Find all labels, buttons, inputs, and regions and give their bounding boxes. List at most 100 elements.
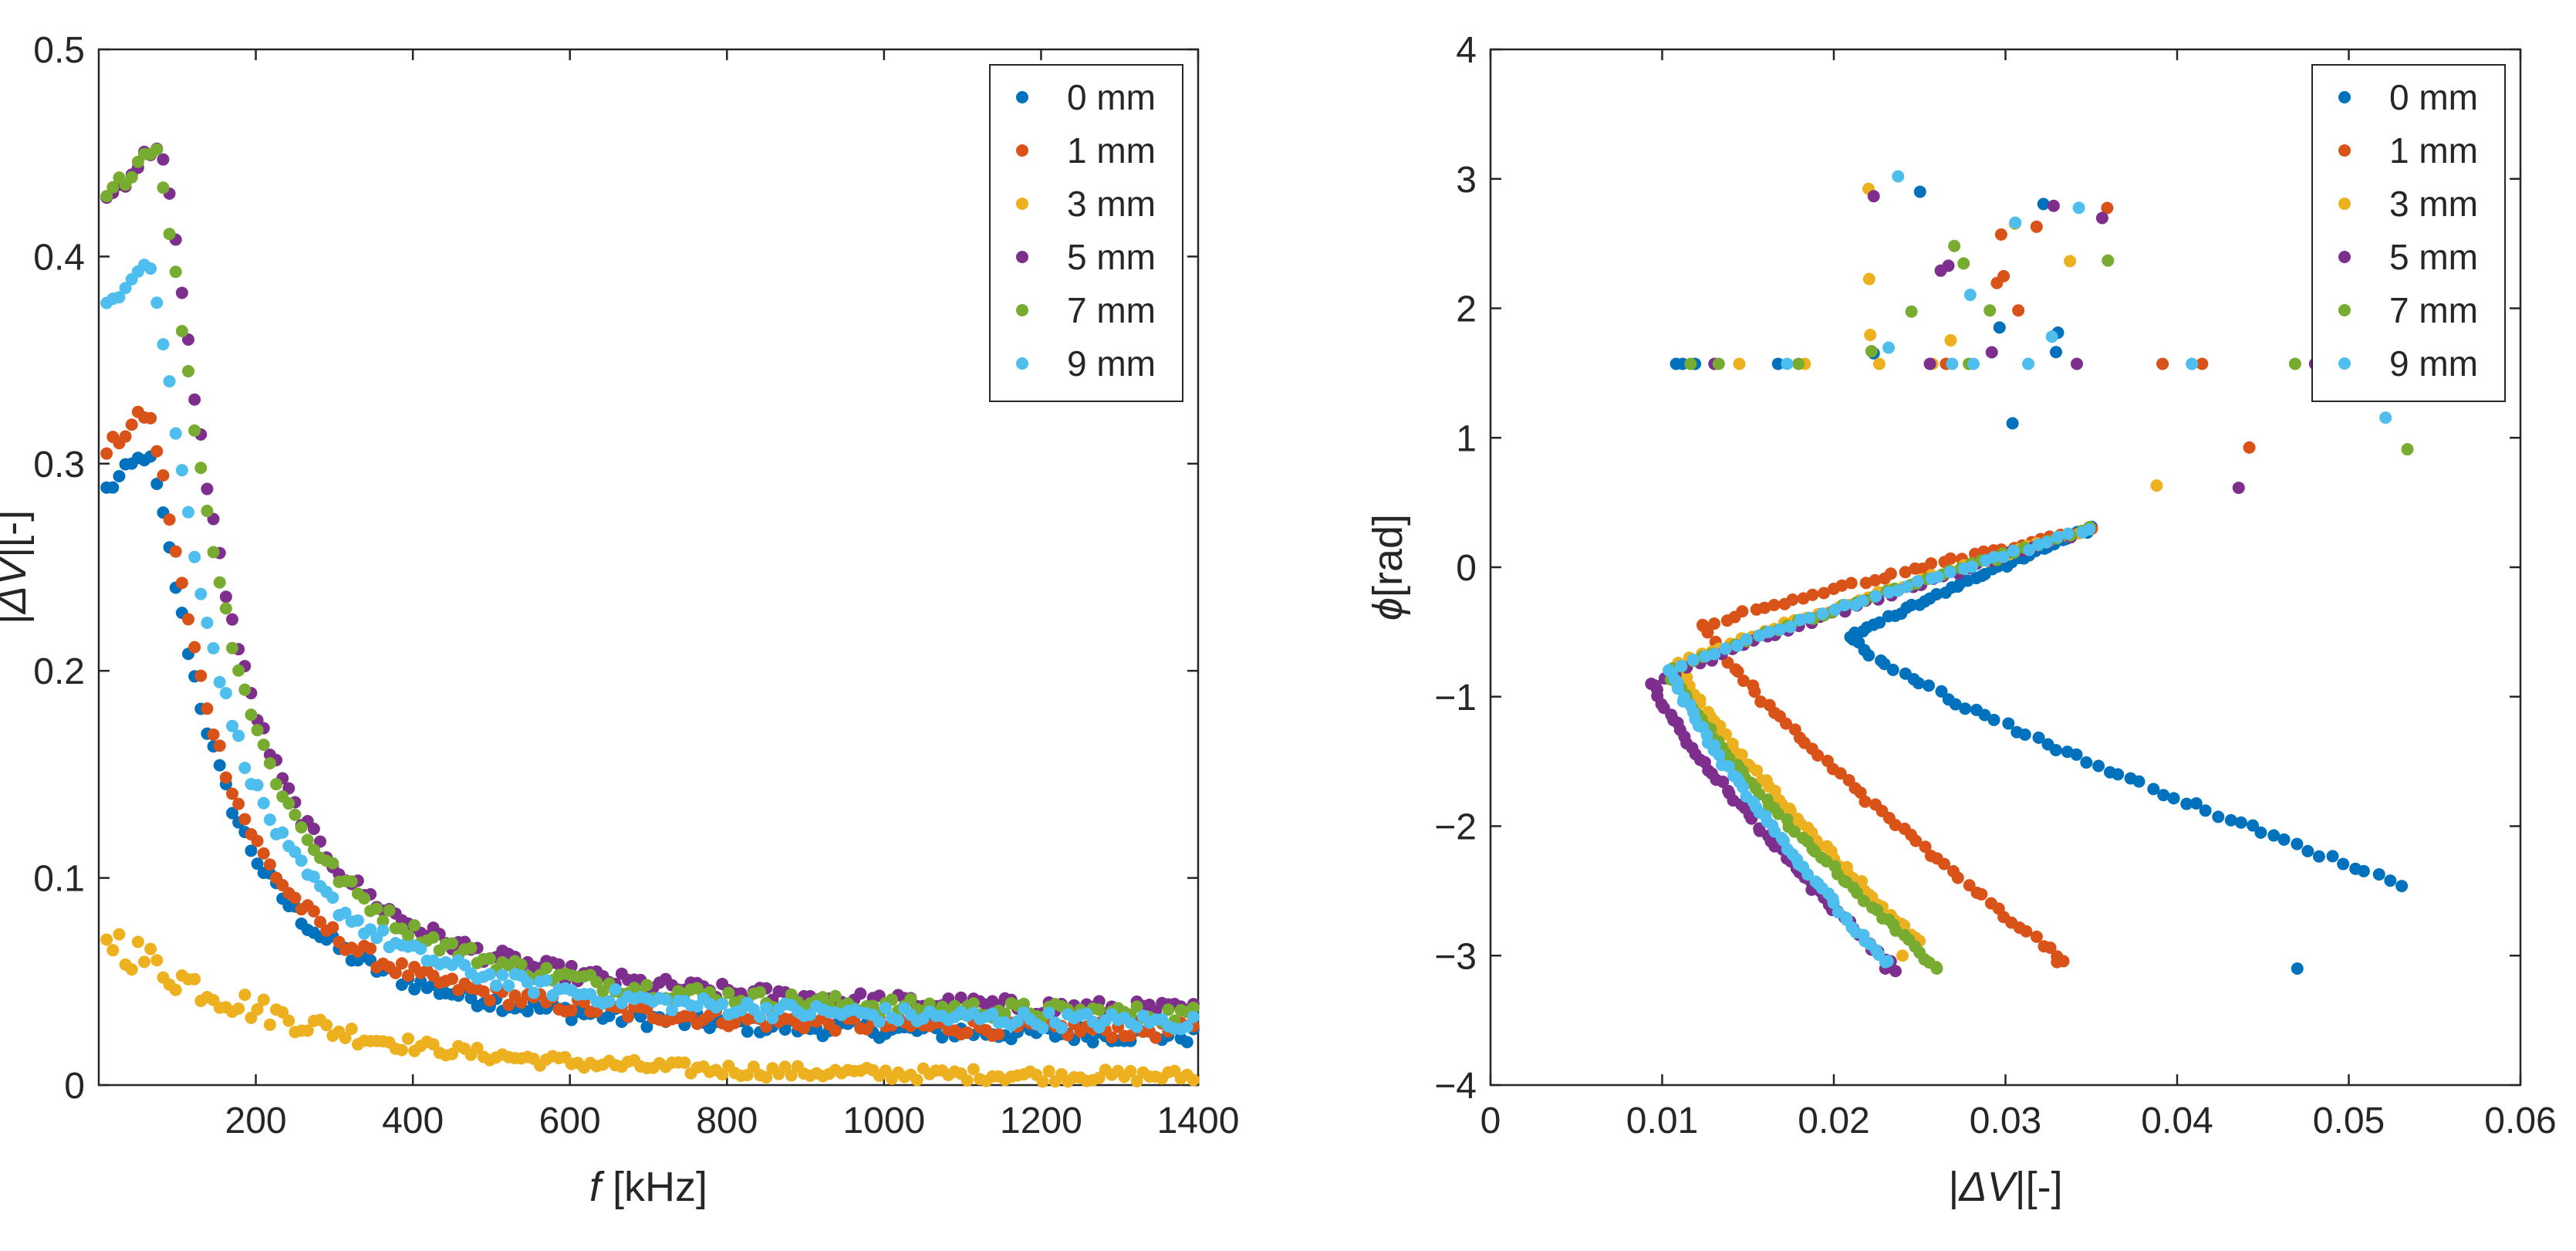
legend-label: 5 mm	[2389, 237, 2478, 277]
point-1-mm	[402, 969, 415, 982]
legend-marker	[1016, 357, 1028, 370]
point-1-mm	[1701, 626, 1714, 639]
y-axis-title: ϕ[rad]	[1365, 514, 1411, 620]
point-7-mm	[213, 576, 226, 589]
point-9-mm	[2009, 216, 2022, 229]
x-axis-title: f [kHz]	[589, 1164, 707, 1210]
x-tick-label: 1000	[842, 1101, 925, 1141]
point-5-mm	[552, 958, 566, 971]
point-9-mm	[1180, 1020, 1193, 1033]
point-3-mm	[144, 942, 157, 955]
point-9-mm	[163, 375, 176, 388]
y-tick-label: 0.3	[33, 445, 85, 485]
legend-marker	[2338, 198, 2351, 210]
point-7-mm	[282, 797, 295, 810]
point-7-mm	[904, 992, 917, 1006]
point-7-mm	[998, 1007, 1011, 1020]
point-9-mm	[879, 1002, 892, 1015]
legend-label: 5 mm	[1067, 237, 1156, 277]
point-1-mm	[2156, 357, 2169, 370]
point-0-mm	[2167, 792, 2180, 805]
point-3-mm	[257, 993, 270, 1006]
point-3-mm	[232, 1002, 245, 1015]
point-7-mm	[1851, 886, 1864, 899]
x-tick-label: 0.04	[2141, 1101, 2213, 1141]
point-1-mm	[2196, 357, 2209, 370]
point-9-mm	[1816, 607, 1829, 620]
point-1-mm	[446, 972, 459, 986]
point-9-mm	[1719, 642, 1732, 655]
point-1-mm	[314, 915, 327, 928]
y-tick-label: 1	[1456, 418, 1477, 459]
point-9-mm	[1997, 550, 2010, 563]
point-0-mm	[2291, 962, 2304, 975]
point-9-mm	[483, 968, 496, 981]
legend-marker	[1016, 91, 1028, 103]
point-0-mm	[2002, 717, 2015, 730]
point-9-mm	[188, 550, 201, 563]
point-0-mm	[2254, 826, 2267, 839]
point-0-mm	[2234, 816, 2247, 829]
point-3-mm	[345, 1023, 358, 1036]
point-1-mm	[1780, 717, 1793, 730]
point-3-mm	[169, 983, 182, 996]
point-1-mm	[100, 447, 113, 460]
x-tick-label: 0	[1480, 1101, 1501, 1141]
point-7-mm	[194, 462, 208, 475]
x-tick-label: 1400	[1157, 1101, 1240, 1141]
point-3-mm	[1735, 748, 1748, 761]
point-7-mm	[427, 931, 440, 944]
point-0-mm	[2372, 867, 2385, 881]
point-1-mm	[2012, 304, 2025, 317]
point-0-mm	[2337, 857, 2350, 871]
point-9-mm	[2022, 357, 2035, 370]
point-0-mm	[245, 844, 258, 857]
point-7-mm	[1092, 1003, 1106, 1016]
point-9-mm	[1963, 289, 1977, 302]
y-axis-title-unit: [rad]	[1365, 514, 1411, 597]
point-1-mm	[182, 613, 195, 626]
point-9-mm	[1781, 357, 1794, 370]
point-1-mm	[992, 1028, 1005, 1041]
point-3-mm	[320, 1019, 333, 1032]
y-tick-label: 4	[1456, 30, 1477, 71]
point-3-mm	[402, 1032, 415, 1045]
point-7-mm	[1930, 962, 1943, 975]
point-1-mm	[201, 702, 214, 715]
point-7-mm	[1162, 1003, 1175, 1016]
point-3-mm	[276, 1006, 289, 1019]
point-3-mm	[427, 1038, 440, 1051]
point-0-mm	[226, 806, 239, 820]
legend-label: 0 mm	[1067, 77, 1156, 117]
point-9-mm	[1869, 590, 1882, 603]
point-0-mm	[1878, 658, 1891, 671]
point-3-mm	[785, 1069, 798, 1082]
point-0-mm	[1930, 587, 1943, 600]
legend-marker	[2338, 144, 2351, 157]
point-9-mm	[2186, 357, 2199, 370]
point-9-mm	[307, 870, 320, 883]
point-9-mm	[1740, 633, 1753, 646]
point-0-mm	[2277, 833, 2291, 846]
y-tick-label: 0.4	[33, 237, 85, 278]
point-9-mm	[238, 761, 252, 774]
point-9-mm	[276, 826, 289, 839]
point-1-mm	[622, 1010, 635, 1023]
point-5-mm	[1923, 357, 1936, 370]
point-9-mm	[1730, 639, 1744, 652]
point-3-mm	[263, 1018, 276, 1031]
point-7-mm	[2102, 254, 2115, 267]
point-1-mm	[144, 411, 157, 424]
legend-label: 1 mm	[2389, 130, 2478, 171]
point-0-mm	[2018, 728, 2031, 741]
point-9-mm	[113, 291, 126, 304]
point-3-mm	[1042, 1064, 1055, 1077]
point-9-mm	[1036, 1021, 1049, 1034]
y-tick-label: −1	[1434, 678, 1477, 718]
point-0-mm	[2032, 731, 2045, 744]
point-9-mm	[986, 1007, 999, 1020]
point-5-mm	[1867, 190, 1880, 203]
x-axis-title-symbol: ΔV	[1957, 1164, 2018, 1210]
point-7-mm	[1857, 894, 1870, 908]
y-tick-label: −3	[1434, 936, 1477, 977]
